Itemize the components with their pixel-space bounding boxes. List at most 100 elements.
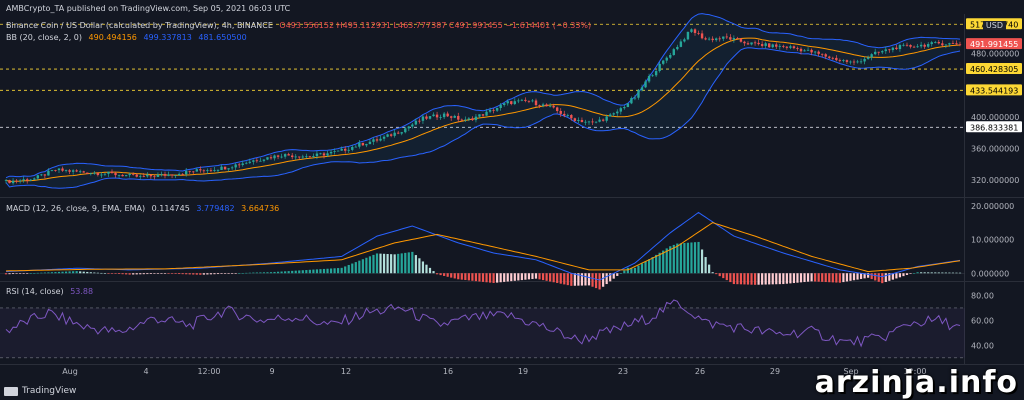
rsi-label[interactable]: RSI (14, close): [6, 287, 64, 296]
candle[interactable]: [736, 38, 739, 39]
candle[interactable]: [665, 57, 668, 61]
candle[interactable]: [768, 43, 771, 48]
candle[interactable]: [245, 162, 248, 164]
candle[interactable]: [411, 124, 414, 127]
candle[interactable]: [559, 110, 562, 114]
candle[interactable]: [923, 44, 926, 47]
candle[interactable]: [344, 148, 347, 151]
candle[interactable]: [958, 44, 962, 46]
candle[interactable]: [471, 118, 474, 121]
candle[interactable]: [273, 155, 276, 159]
candle[interactable]: [230, 167, 234, 169]
candle[interactable]: [654, 71, 658, 76]
candle[interactable]: [775, 44, 778, 47]
candle[interactable]: [100, 174, 103, 176]
candle[interactable]: [110, 171, 114, 173]
candle[interactable]: [57, 168, 61, 171]
candle[interactable]: [280, 156, 283, 158]
candle[interactable]: [531, 100, 534, 102]
candle[interactable]: [859, 61, 863, 63]
candle[interactable]: [153, 176, 156, 178]
candle[interactable]: [902, 44, 905, 46]
candle[interactable]: [322, 153, 326, 156]
candle[interactable]: [718, 38, 721, 40]
candle[interactable]: [389, 134, 393, 136]
candle[interactable]: [428, 116, 432, 119]
candle[interactable]: [255, 160, 259, 162]
candle[interactable]: [418, 120, 421, 122]
candle[interactable]: [421, 116, 425, 121]
candle[interactable]: [944, 44, 948, 46]
candle[interactable]: [704, 38, 707, 40]
candle[interactable]: [71, 170, 75, 172]
candle[interactable]: [806, 49, 810, 51]
candle[interactable]: [142, 175, 145, 177]
candle[interactable]: [658, 63, 661, 72]
candle[interactable]: [852, 61, 856, 63]
candle[interactable]: [930, 42, 933, 45]
candle[interactable]: [746, 43, 750, 45]
candle[interactable]: [545, 104, 548, 107]
candle[interactable]: [195, 169, 198, 172]
candle[interactable]: [386, 134, 389, 137]
candle[interactable]: [305, 156, 308, 158]
candle[interactable]: [513, 101, 516, 105]
candle[interactable]: [372, 139, 375, 142]
candle[interactable]: [485, 111, 488, 116]
candle[interactable]: [467, 118, 471, 120]
candle[interactable]: [354, 146, 357, 148]
candle[interactable]: [541, 104, 545, 106]
candle[interactable]: [238, 164, 241, 166]
candle[interactable]: [753, 42, 757, 44]
candle[interactable]: [598, 119, 601, 122]
candle[interactable]: [538, 105, 541, 106]
candle[interactable]: [785, 46, 789, 48]
candle[interactable]: [234, 164, 237, 168]
candle[interactable]: [941, 43, 944, 46]
candle[interactable]: [379, 138, 382, 141]
candle[interactable]: [799, 48, 803, 52]
price-tag[interactable]: [966, 121, 1022, 133]
candle[interactable]: [312, 156, 315, 157]
candle[interactable]: [333, 151, 336, 152]
candle[interactable]: [750, 42, 753, 45]
candle[interactable]: [400, 132, 403, 134]
candle[interactable]: [103, 173, 107, 175]
candle[interactable]: [54, 170, 57, 171]
candle[interactable]: [33, 178, 36, 180]
candle[interactable]: [283, 154, 287, 157]
candle[interactable]: [121, 174, 124, 177]
candle[interactable]: [612, 113, 615, 115]
candle[interactable]: [79, 171, 82, 173]
candle[interactable]: [439, 117, 442, 118]
candle[interactable]: [368, 141, 372, 145]
candle[interactable]: [792, 46, 796, 49]
candle[interactable]: [697, 32, 700, 34]
candle[interactable]: [213, 170, 216, 171]
candle[interactable]: [216, 169, 220, 171]
candle[interactable]: [18, 180, 22, 182]
candle[interactable]: [919, 44, 923, 47]
candle[interactable]: [517, 100, 520, 102]
candle[interactable]: [506, 101, 509, 104]
candle[interactable]: [616, 111, 619, 114]
candle[interactable]: [474, 116, 478, 121]
candle[interactable]: [662, 60, 665, 64]
candle[interactable]: [326, 153, 329, 156]
candle[interactable]: [340, 148, 343, 151]
candle[interactable]: [817, 51, 820, 54]
candle[interactable]: [884, 49, 887, 52]
candle[interactable]: [397, 132, 400, 134]
candle[interactable]: [623, 107, 626, 109]
candle[interactable]: [916, 46, 919, 48]
candle[interactable]: [241, 163, 244, 165]
candle[interactable]: [587, 121, 591, 123]
candle[interactable]: [61, 168, 64, 171]
candle[interactable]: [552, 105, 555, 108]
candle[interactable]: [679, 41, 683, 47]
candle[interactable]: [527, 100, 531, 102]
candle[interactable]: [407, 126, 410, 129]
candle[interactable]: [831, 57, 834, 59]
candle[interactable]: [294, 156, 297, 158]
candle[interactable]: [771, 44, 774, 48]
